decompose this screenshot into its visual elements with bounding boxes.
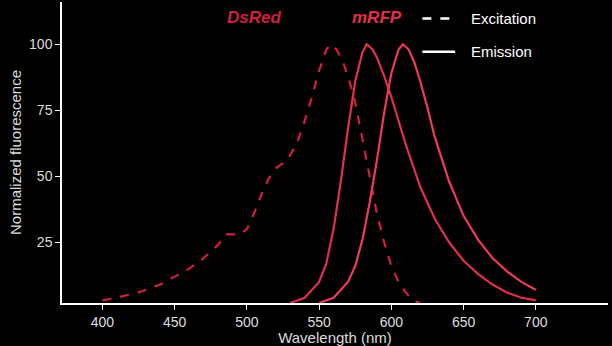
svg-text:50: 50 — [37, 168, 53, 184]
svg-text:Excitation: Excitation — [471, 10, 536, 27]
svg-text:500: 500 — [235, 314, 259, 330]
svg-text:25: 25 — [37, 234, 53, 250]
svg-text:75: 75 — [37, 102, 53, 118]
svg-text:400: 400 — [91, 314, 115, 330]
svg-text:DsRed: DsRed — [227, 8, 281, 27]
svg-text:Wavelength (nm): Wavelength (nm) — [278, 329, 392, 346]
svg-text:650: 650 — [452, 314, 476, 330]
svg-text:450: 450 — [163, 314, 187, 330]
svg-text:550: 550 — [307, 314, 331, 330]
svg-text:mRFP: mRFP — [352, 8, 402, 27]
svg-text:Emission: Emission — [471, 43, 532, 60]
svg-text:700: 700 — [524, 314, 548, 330]
svg-text:Normalized fluorescence: Normalized fluorescence — [7, 70, 24, 235]
svg-text:600: 600 — [380, 314, 404, 330]
svg-text:100: 100 — [29, 36, 53, 52]
